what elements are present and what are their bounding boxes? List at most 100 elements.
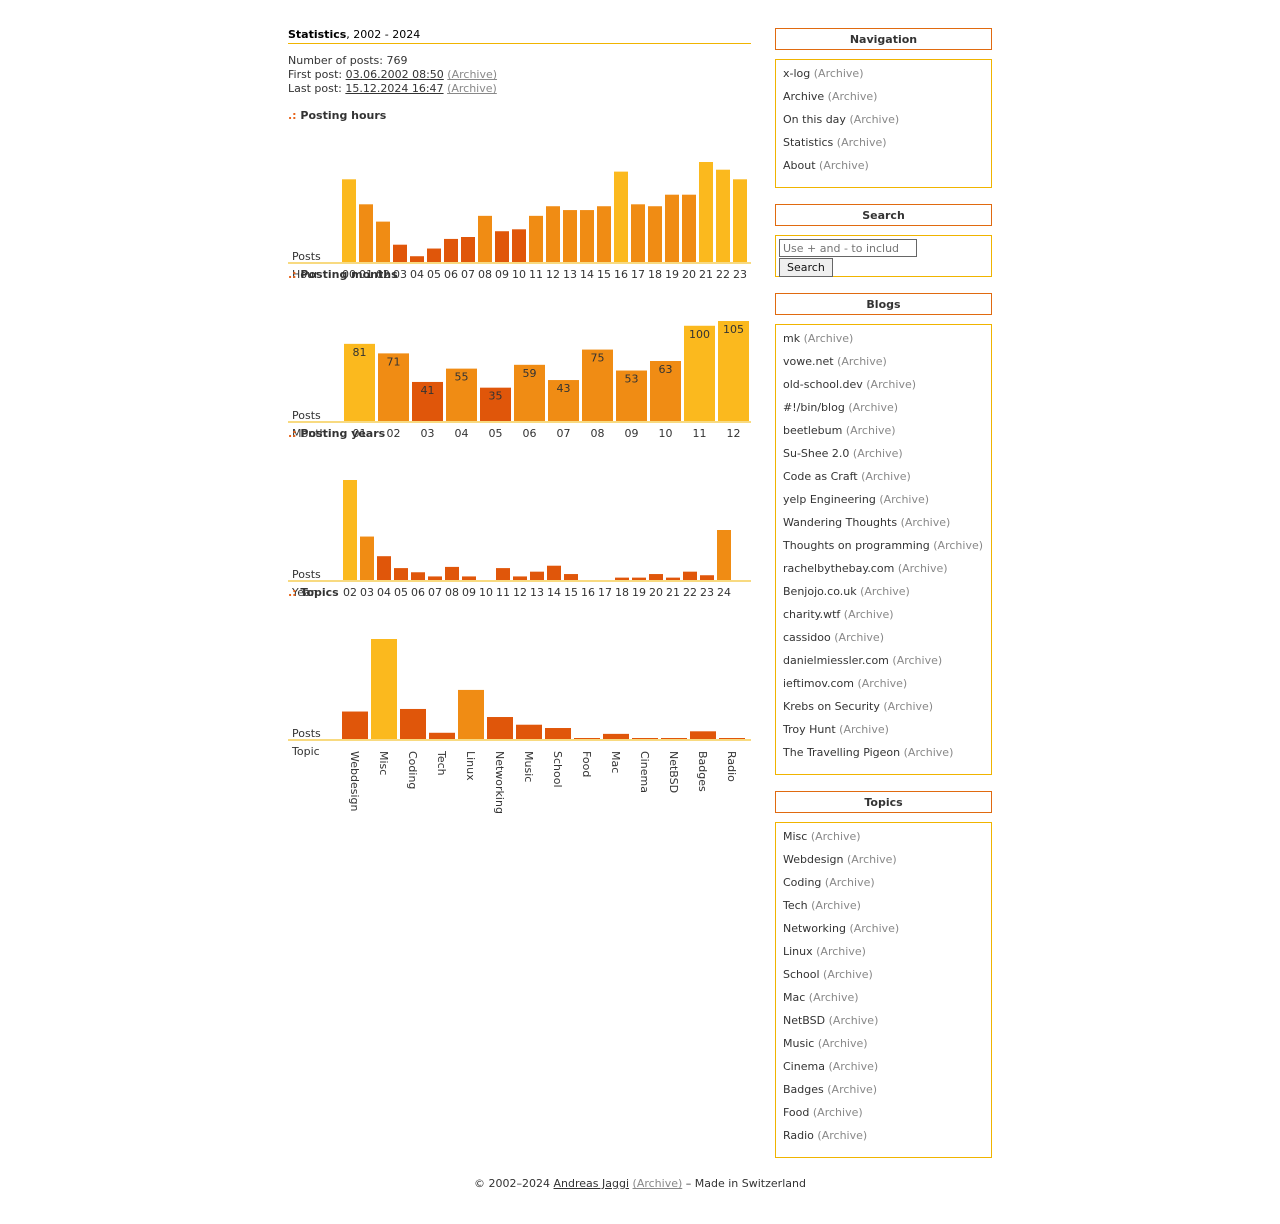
blogs-item[interactable]: cassidoo (Archive) — [783, 630, 991, 653]
blogs-item-archive-link[interactable]: (Archive) — [933, 539, 984, 552]
navigation-item-archive-link[interactable]: (Archive) — [819, 159, 869, 172]
topics-item-archive-link[interactable]: (Archive) — [810, 830, 861, 843]
topics-item-archive-link[interactable]: (Archive) — [811, 899, 861, 912]
blogs-item[interactable]: The Travelling Pigeon (Archive) — [783, 745, 991, 768]
blogs-item[interactable]: Code as Craft (Archive) — [783, 469, 991, 492]
topics-item-archive-link[interactable]: (Archive) — [817, 1129, 868, 1142]
topics-item-archive-link[interactable]: (Archive) — [828, 1060, 879, 1073]
last-post-link[interactable]: 15.12.2024 16:47 — [345, 82, 444, 95]
blogs-item-archive-link[interactable]: (Archive) — [857, 677, 908, 690]
blogs-item-link[interactable]: danielmiessler.com — [783, 654, 889, 667]
topics-item-link[interactable]: Tech — [783, 899, 808, 912]
blogs-item-link[interactable]: #!/bin/blog — [783, 401, 845, 414]
first-post-link[interactable]: 03.06.2002 08:50 — [345, 68, 444, 81]
navigation-item[interactable]: On this day (Archive) — [783, 112, 991, 135]
search-button[interactable]: Search — [779, 258, 833, 277]
blogs-item-link[interactable]: cassidoo — [783, 631, 831, 644]
blogs-item[interactable]: old-school.dev (Archive) — [783, 377, 991, 400]
navigation-item-link[interactable]: Archive — [783, 90, 825, 103]
blogs-item-link[interactable]: Wandering Thoughts — [783, 516, 898, 529]
blogs-item-archive-link[interactable]: (Archive) — [803, 332, 854, 345]
blogs-item[interactable]: Benjojo.co.uk (Archive) — [783, 584, 991, 607]
blogs-item-archive-link[interactable]: (Archive) — [848, 401, 899, 414]
blogs-item-link[interactable]: rachelbythebay.com — [783, 562, 895, 575]
blogs-item[interactable]: charity.wtf (Archive) — [783, 607, 991, 630]
topics-item[interactable]: Webdesign (Archive) — [783, 852, 991, 875]
topics-item[interactable]: Music (Archive) — [783, 1036, 991, 1059]
topics-item[interactable]: Misc (Archive) — [783, 829, 991, 852]
blogs-item[interactable]: yelp Engineering (Archive) — [783, 492, 991, 515]
blogs-item-archive-link[interactable]: (Archive) — [879, 493, 930, 506]
blogs-item-link[interactable]: Krebs on Security — [783, 700, 880, 713]
topics-item-archive-link[interactable]: (Archive) — [824, 876, 875, 889]
blogs-item-archive-link[interactable]: (Archive) — [866, 378, 917, 391]
topics-item-archive-link[interactable]: (Archive) — [849, 922, 900, 935]
topics-item-archive-link[interactable]: (Archive) — [827, 1083, 878, 1096]
blogs-item-link[interactable]: Benjojo.co.uk — [783, 585, 857, 598]
blogs-item-link[interactable]: yelp Engineering — [783, 493, 876, 506]
blogs-item-archive-link[interactable]: (Archive) — [837, 355, 887, 368]
topics-item-archive-link[interactable]: (Archive) — [816, 945, 866, 958]
topics-item-link[interactable]: Misc — [783, 830, 808, 843]
topics-item-archive-link[interactable]: (Archive) — [817, 1037, 868, 1050]
blogs-item[interactable]: ieftimov.com (Archive) — [783, 676, 991, 699]
topics-item-link[interactable]: Food — [783, 1106, 810, 1119]
blogs-item[interactable]: rachelbythebay.com (Archive) — [783, 561, 991, 584]
navigation-item[interactable]: About (Archive) — [783, 158, 991, 181]
blogs-item[interactable]: vowe.net (Archive) — [783, 354, 991, 377]
blogs-item-link[interactable]: ieftimov.com — [783, 677, 854, 690]
navigation-item-link[interactable]: On this day — [783, 113, 846, 126]
topics-item-archive-link[interactable]: (Archive) — [808, 991, 859, 1004]
blogs-item-link[interactable]: Troy Hunt — [783, 723, 836, 736]
topics-item-link[interactable]: School — [783, 968, 820, 981]
blogs-item[interactable]: Thoughts on programming (Archive) — [783, 538, 991, 561]
topics-item-archive-link[interactable]: (Archive) — [828, 1014, 879, 1027]
navigation-item-link[interactable]: x-log — [783, 67, 811, 80]
navigation-item-link[interactable]: Statistics — [783, 136, 834, 149]
blogs-item-link[interactable]: vowe.net — [783, 355, 834, 368]
navigation-item-archive-link[interactable]: (Archive) — [836, 136, 887, 149]
blogs-item-archive-link[interactable]: (Archive) — [900, 516, 951, 529]
blogs-item-archive-link[interactable]: (Archive) — [834, 631, 884, 644]
topics-item-link[interactable]: Music — [783, 1037, 815, 1050]
topics-item-archive-link[interactable]: (Archive) — [846, 853, 897, 866]
blogs-item-link[interactable]: Su-Shee 2.0 — [783, 447, 850, 460]
last-post-archive-link[interactable]: (Archive) — [447, 82, 497, 95]
topics-item[interactable]: Tech (Archive) — [783, 898, 991, 921]
navigation-item-link[interactable]: About — [783, 159, 816, 172]
topics-item[interactable]: Coding (Archive) — [783, 875, 991, 898]
topics-item-archive-link[interactable]: (Archive) — [812, 1106, 863, 1119]
blogs-item[interactable]: beetlebum (Archive) — [783, 423, 991, 446]
topics-item-link[interactable]: NetBSD — [783, 1014, 826, 1027]
topics-item-link[interactable]: Badges — [783, 1083, 824, 1096]
topics-item-archive-link[interactable]: (Archive) — [823, 968, 873, 981]
blogs-item[interactable]: Wandering Thoughts (Archive) — [783, 515, 991, 538]
topics-item-link[interactable]: Coding — [783, 876, 822, 889]
blogs-item-archive-link[interactable]: (Archive) — [845, 424, 896, 437]
blogs-item-archive-link[interactable]: (Archive) — [860, 585, 910, 598]
blogs-item-link[interactable]: charity.wtf — [783, 608, 841, 621]
topics-item-link[interactable]: Linux — [783, 945, 813, 958]
topics-item-link[interactable]: Networking — [783, 922, 846, 935]
topics-item-link[interactable]: Radio — [783, 1129, 814, 1142]
navigation-item-archive-link[interactable]: (Archive) — [813, 67, 864, 80]
blogs-item[interactable]: Troy Hunt (Archive) — [783, 722, 991, 745]
blogs-item-link[interactable]: old-school.dev — [783, 378, 863, 391]
topics-item-link[interactable]: Mac — [783, 991, 806, 1004]
navigation-item[interactable]: Archive (Archive) — [783, 89, 991, 112]
topics-item[interactable]: Cinema (Archive) — [783, 1059, 991, 1082]
first-post-archive-link[interactable]: (Archive) — [447, 68, 498, 81]
blogs-item-archive-link[interactable]: (Archive) — [843, 608, 894, 621]
topics-item-link[interactable]: Webdesign — [783, 853, 844, 866]
navigation-item[interactable]: Statistics (Archive) — [783, 135, 991, 158]
author-archive-link[interactable]: (Archive) — [632, 1177, 683, 1190]
navigation-item-archive-link[interactable]: (Archive) — [827, 90, 878, 103]
blogs-item[interactable]: Krebs on Security (Archive) — [783, 699, 991, 722]
topics-item[interactable]: Food (Archive) — [783, 1105, 991, 1128]
blogs-item-link[interactable]: beetlebum — [783, 424, 843, 437]
topics-item[interactable]: Radio (Archive) — [783, 1128, 991, 1151]
topics-item[interactable]: School (Archive) — [783, 967, 991, 990]
blogs-item[interactable]: #!/bin/blog (Archive) — [783, 400, 991, 423]
blogs-item-archive-link[interactable]: (Archive) — [892, 654, 943, 667]
topics-item-link[interactable]: Cinema — [783, 1060, 825, 1073]
